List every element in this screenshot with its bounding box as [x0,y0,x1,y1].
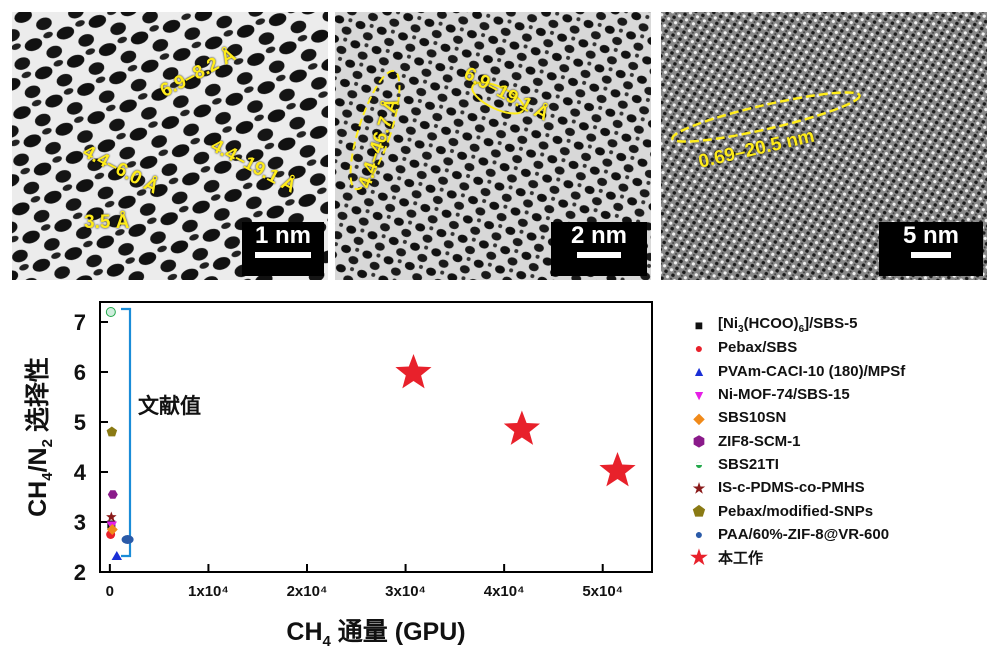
plot-frame [99,301,653,573]
data-point [503,410,540,445]
data-point [111,551,122,560]
x-tick-label: 5x10⁴ [582,583,623,600]
scale-bar: 5 nm [879,222,983,276]
y-tick-label: 3 [74,510,86,535]
scatter-chart: 2 3 4 5 6 7 0 1x10⁴ 2x10⁴ 3x10⁴ 4x10⁴ 5x10⁴ 文献值 CH… [24,301,653,650]
legend-item: ▲ PVAm-CACI-10 (180)/MPSf [690,360,905,383]
triangle-down-marker-icon: ▼ [692,386,706,403]
scale-bar-label: 5 nm [902,222,959,249]
y-axis-title: CH4/N2 选择性 [24,357,56,517]
legend-item: ★ IS-c-PDMS-co-PMHS [690,476,905,499]
circle-marker-icon: ● [694,339,704,356]
legend-label: Pebax/modified-SNPs [718,502,874,520]
legend-item: ◆ SBS10SN [690,406,905,429]
x-tick-label: 0 [106,583,114,600]
legend-item: ● PAA/60%-ZIF-8@VR-600 [690,523,905,546]
diamond-marker-icon: ◆ [693,409,705,426]
data-point [106,426,118,437]
scale-bar-label: 1 nm [254,222,311,249]
legend-item: ◒ SBS21TI [690,453,905,476]
x-tick-label: 3x10⁴ [385,583,426,600]
legend-label: Ni-MOF-74/SBS-15 [718,386,850,404]
legend-item: ● Pebax/SBS [690,336,905,359]
data-point [106,511,117,522]
data-point [106,524,118,535]
half-circle-marker-icon: ◒ [694,456,704,473]
tem-panel-1: 6.9–8.2 Å 4.4–6.0 Å 4.4–19.1 Å 3.5 Å 1 n… [12,12,328,280]
sphere-marker-icon: ● [694,526,704,543]
annotation-label: 3.5 Å [84,212,130,233]
tem-panel-3: 0.69–20.5 nm 5 nm [661,12,987,280]
legend-item: ★ 本工作 [690,546,905,569]
y-tick-label: 2 [74,560,86,585]
legend-label: [Ni3(HCOO)6]/SBS-5 [718,314,858,335]
x-tick-label: 4x10⁴ [484,583,525,600]
x-tick-label: 2x10⁴ [287,583,328,600]
x-tick-label: 1x10⁴ [188,583,229,600]
legend-label: ZIF8-SCM-1 [718,432,801,450]
x-axis-title: CH4 通量 (GPU) [286,618,465,650]
legend: ■ [Ni3(HCOO)6]/SBS-5 ● Pebax/SBS ▲ PVAm-CAC… [690,313,905,569]
square-marker-icon: ■ [694,316,704,333]
tem-panel-2: 4.4–46.7 Å 6.9–19.1 Å 2 nm [335,12,651,280]
literature-annotation: 文献值 [138,394,201,418]
data-point [395,354,432,389]
literature-bracket [121,307,132,558]
legend-label: IS-c-PDMS-co-PMHS [718,479,865,497]
y-tick-label: 5 [74,410,86,435]
legend-label: 本工作 [718,550,764,568]
scale-bar: 2 nm [551,222,647,276]
legend-item: ■ [Ni3(HCOO)6]/SBS-5 [690,313,905,336]
legend-item: ⬟ Pebax/modified-SNPs [690,499,905,522]
data-point [107,490,118,499]
legend-label: PAA/60%-ZIF-8@VR-600 [718,525,890,543]
legend-label: PVAm-CACI-10 (180)/MPSf [718,362,906,380]
legend-label: SBS10SN [718,409,787,427]
y-tick-label: 7 [74,310,86,335]
scale-bar-label: 2 nm [570,222,627,249]
data-point [105,307,116,317]
star-marker-icon: ★ [692,479,706,496]
data-point [121,535,134,544]
star-marker-icon: ★ [690,546,708,569]
legend-label: SBS21TI [718,455,779,473]
y-tick-label: 6 [74,360,86,385]
legend-label: Pebax/SBS [718,339,798,357]
hexagon-marker-icon: ⬢ [692,433,706,450]
data-point [599,452,636,487]
legend-item: ▼ Ni-MOF-74/SBS-15 [690,383,905,406]
pentagon-marker-icon: ⬟ [692,503,706,520]
y-tick-label: 4 [74,460,87,485]
scale-bar: 1 nm [242,222,324,276]
triangle-marker-icon: ▲ [692,363,706,380]
legend-item: ⬢ ZIF8-SCM-1 [690,429,905,452]
